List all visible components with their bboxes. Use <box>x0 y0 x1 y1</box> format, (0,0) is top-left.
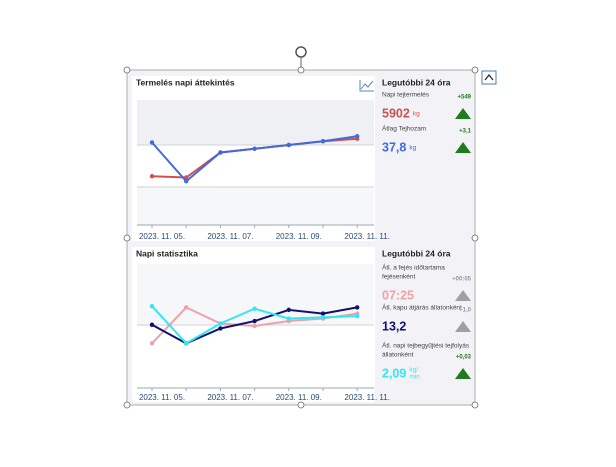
point <box>252 146 257 151</box>
point <box>320 315 326 320</box>
x-tick-label: 2023. 11. 05. <box>139 393 185 402</box>
kpi-value: 5902 <box>382 106 410 120</box>
point <box>218 150 223 155</box>
point <box>286 316 291 321</box>
point <box>149 140 155 145</box>
point <box>149 322 155 327</box>
grid-band <box>137 264 374 325</box>
point <box>355 305 360 310</box>
point <box>355 134 360 139</box>
panel-title: Legutóbbi 24 óra <box>382 248 451 258</box>
kpi-label: Átl. a fejés időtartama <box>382 263 445 272</box>
kpi-value: 13,2 <box>382 319 406 333</box>
x-tick-label: 2023. 11. 11. <box>344 393 390 402</box>
kpi-label: Napi tejtermelés <box>382 92 430 99</box>
point <box>286 307 291 313</box>
handle[interactable] <box>123 401 131 409</box>
point <box>320 311 326 316</box>
point <box>286 142 291 148</box>
chart-icon <box>359 80 374 92</box>
kpi-unit: kg <box>413 111 420 118</box>
point <box>252 306 257 311</box>
chart-title: Napi statisztika <box>136 248 198 258</box>
handle[interactable] <box>123 66 131 74</box>
handle[interactable] <box>297 401 305 409</box>
kpi-delta: +00:05 <box>452 277 472 283</box>
kpi-label: Átlag Tejhozam <box>382 124 426 133</box>
handle[interactable] <box>297 66 305 74</box>
kpi-label: Átl. napi tejbegyűjtési tejfolyás <box>382 341 470 350</box>
layout-options[interactable] <box>481 70 497 85</box>
kpi-unit: kg/ <box>409 367 418 374</box>
point <box>320 139 326 144</box>
kpi-delta: +3,1 <box>459 129 472 135</box>
kpi-value: 37,8 <box>382 140 406 154</box>
trend-arrow <box>455 142 471 153</box>
handle[interactable] <box>471 66 479 74</box>
trend-arrow <box>455 368 471 379</box>
handle[interactable] <box>471 401 479 409</box>
point <box>355 313 360 319</box>
kpi-delta: +1,0 <box>459 308 472 314</box>
point <box>149 303 155 309</box>
handle[interactable] <box>471 234 479 242</box>
x-tick-label: 2023. 11. 07. <box>207 232 253 241</box>
kpi-label: állatonként <box>382 352 414 359</box>
x-tick-label: 2023. 11. 11. <box>344 232 390 241</box>
trend-arrow <box>455 108 471 119</box>
rotate-handle[interactable] <box>295 46 307 58</box>
point <box>184 341 189 346</box>
kpi-label: Átl. kapu átjárás állatonként <box>382 303 462 312</box>
point <box>252 318 257 324</box>
trend-arrow <box>455 290 471 301</box>
point <box>149 174 155 179</box>
selection-handles[interactable] <box>123 66 479 409</box>
grid-band <box>137 100 374 145</box>
kpi-unit: min <box>409 374 420 381</box>
kpi-value: 07:25 <box>382 288 414 302</box>
x-tick-label: 2023. 11. 09. <box>276 393 322 402</box>
point <box>149 341 155 346</box>
point <box>184 305 189 310</box>
chart-title: Termelés napi áttekintés <box>136 77 235 87</box>
panel-title: Legutóbbi 24 óra <box>382 77 451 87</box>
point <box>218 326 223 331</box>
trend-arrow <box>455 321 471 332</box>
point <box>184 179 189 184</box>
kpi-value: 2,09 <box>382 366 406 380</box>
kpi-delta: +549 <box>457 95 471 101</box>
x-tick-label: 2023. 11. 05. <box>139 232 185 241</box>
x-tick-label: 2023. 11. 09. <box>276 232 322 241</box>
point <box>218 321 223 326</box>
point <box>252 323 257 329</box>
kpi-unit: kg <box>409 145 416 152</box>
kpi-label: fejésenként <box>382 274 415 281</box>
grid-band <box>137 187 374 225</box>
handle[interactable] <box>123 234 131 242</box>
kpi-delta: +0,03 <box>456 355 472 361</box>
layout-icon <box>484 73 494 81</box>
x-tick-label: 2023. 11. 07. <box>207 393 253 402</box>
